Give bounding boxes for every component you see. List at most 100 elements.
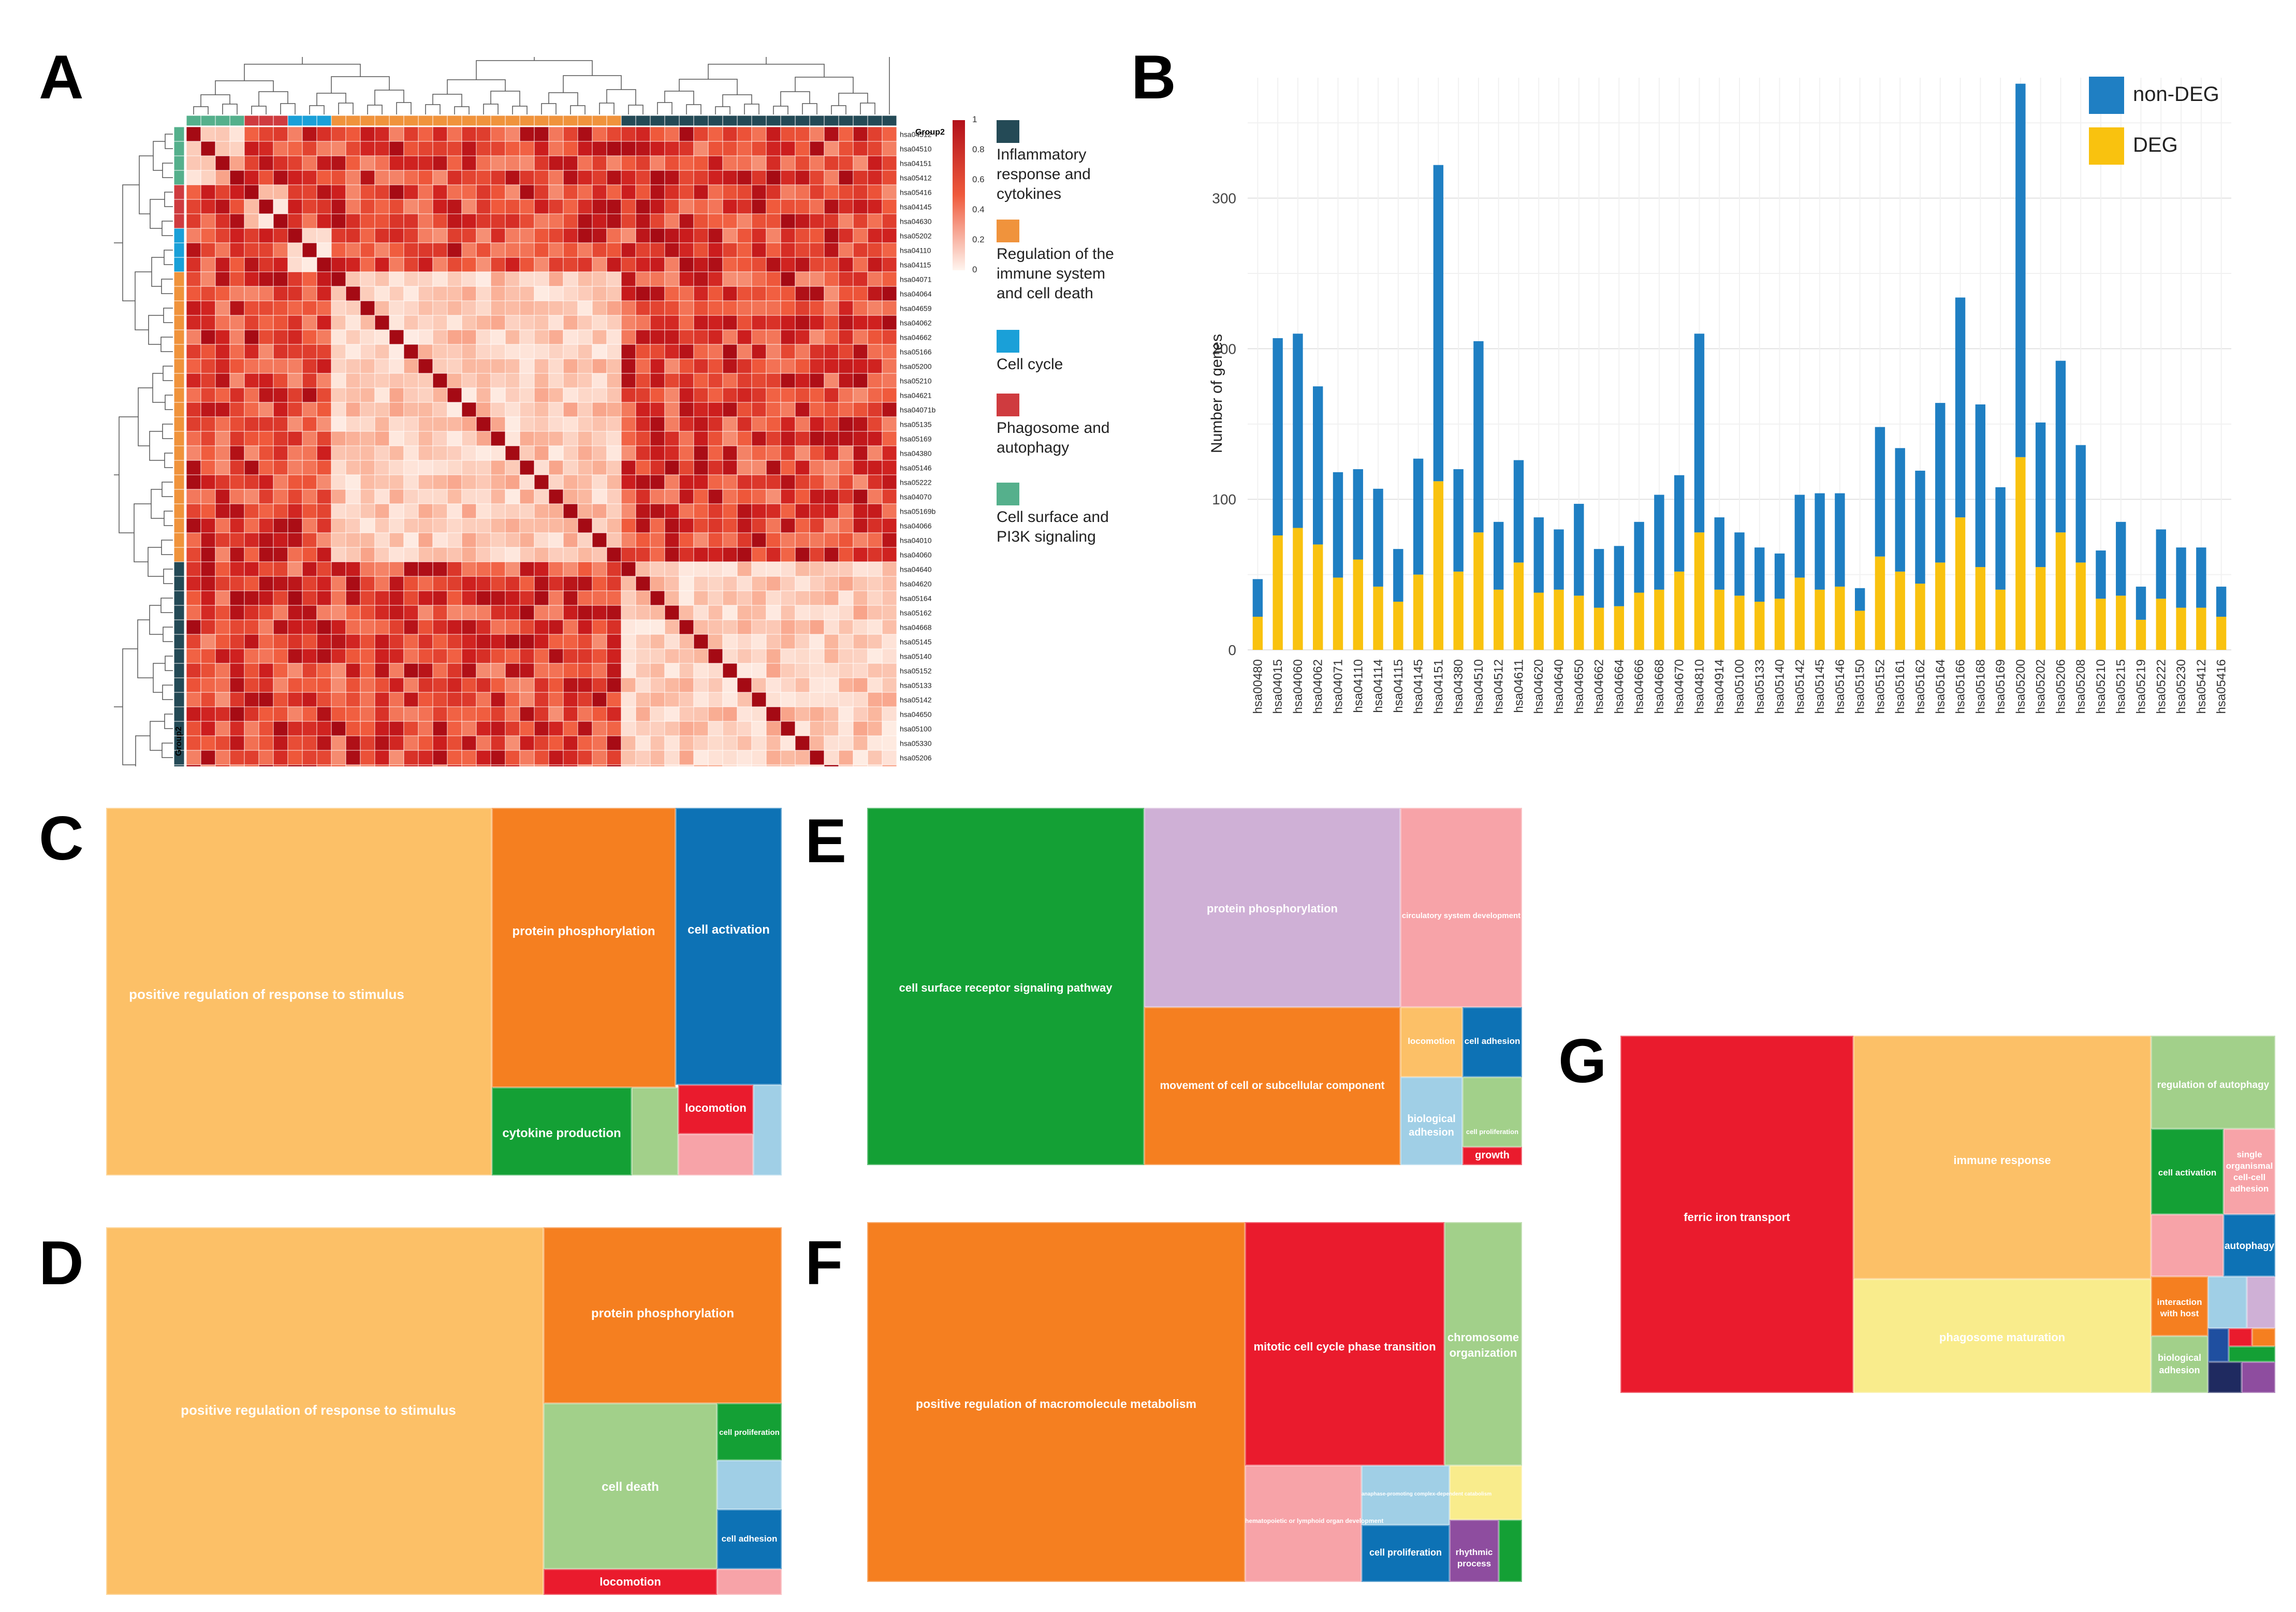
heatmap-cell xyxy=(432,590,448,606)
heatmap-cell xyxy=(635,764,651,766)
dendrogram-branch xyxy=(512,106,528,114)
heatmap-cell xyxy=(766,141,781,156)
heatmap-cell xyxy=(418,445,433,461)
heatmap-cell xyxy=(838,706,854,722)
heatmap-cell xyxy=(722,358,738,374)
row-label: hsa04010 xyxy=(900,536,932,545)
heatmap-cell xyxy=(621,721,636,736)
heatmap-cell xyxy=(418,474,433,490)
heatmap-cell xyxy=(519,126,535,142)
heatmap-cell xyxy=(505,242,520,258)
heatmap-cell xyxy=(186,474,201,490)
heatmap-cell xyxy=(838,489,854,504)
heatmap-cell xyxy=(374,199,390,214)
heatmap-cell xyxy=(389,373,404,388)
heatmap-cell xyxy=(722,663,738,678)
heatmap-cell xyxy=(606,402,622,417)
heatmap-cell xyxy=(635,184,651,200)
heatmap-cell xyxy=(200,300,216,316)
heatmap-cell xyxy=(592,242,607,258)
bar-deg xyxy=(1815,589,1825,650)
heatmap-cell xyxy=(273,329,288,345)
heatmap-cell xyxy=(331,126,346,142)
heatmap-cell xyxy=(345,590,361,606)
heatmap-cell xyxy=(273,677,288,693)
heatmap-cell xyxy=(490,184,506,200)
bar-deg xyxy=(2075,562,2086,650)
heatmap-cell xyxy=(273,764,288,766)
heatmap-cell xyxy=(287,271,303,287)
heatmap-cell xyxy=(360,634,375,649)
heatmap-cell xyxy=(476,532,491,548)
row-label: hsa05206 xyxy=(900,754,932,762)
heatmap-cell xyxy=(780,155,796,171)
heatmap-cell xyxy=(287,619,303,635)
heatmap-cell xyxy=(229,576,245,591)
heatmap-cell xyxy=(882,445,897,461)
heatmap-cell xyxy=(664,634,680,649)
heatmap-cell xyxy=(795,344,810,359)
heatmap-cell xyxy=(186,358,201,374)
heatmap-cell xyxy=(722,605,738,620)
x-tick-label: hsa04062 xyxy=(1311,659,1325,714)
heatmap-cell xyxy=(229,416,245,432)
heatmap-cell xyxy=(606,213,622,229)
heatmap-cell xyxy=(418,402,433,417)
heatmap-cell xyxy=(403,329,419,345)
heatmap-cell xyxy=(853,387,868,403)
scale-tick: 0.6 xyxy=(972,175,985,184)
heatmap-cell xyxy=(548,402,564,417)
group-cell xyxy=(173,489,185,504)
heatmap-cell xyxy=(722,402,738,417)
bar-deg xyxy=(1634,592,1644,650)
heatmap-cell xyxy=(737,735,752,751)
heatmap-cell xyxy=(519,402,535,417)
heatmap-cell xyxy=(563,590,578,606)
heatmap-cells xyxy=(186,126,897,766)
heatmap-cell xyxy=(824,576,839,591)
heatmap-cell xyxy=(316,402,332,417)
bar-deg xyxy=(1774,599,1785,650)
heatmap-cell xyxy=(751,634,767,649)
heatmap-cell xyxy=(737,518,752,533)
heatmap-cell xyxy=(563,242,578,258)
heatmap-cell xyxy=(229,605,245,620)
heatmap-cell xyxy=(780,590,796,606)
heatmap-cell xyxy=(824,663,839,678)
heatmap-cell xyxy=(708,692,723,707)
legend-line: immune system xyxy=(997,265,1106,282)
treemap-e: cell surface receptor signaling pathway … xyxy=(867,808,1522,1165)
heatmap-cell xyxy=(838,619,854,635)
group-cell xyxy=(173,692,185,707)
heatmap-cell xyxy=(345,619,361,635)
heatmap-cell xyxy=(505,213,520,229)
heatmap-cell xyxy=(606,170,622,185)
row-label: hsa04110 xyxy=(900,246,931,255)
heatmap-cell xyxy=(664,373,680,388)
heatmap-cell xyxy=(824,271,839,287)
heatmap-cell xyxy=(853,605,868,620)
heatmap-cell xyxy=(476,126,491,142)
heatmap-cell xyxy=(461,721,477,736)
heatmap-cell xyxy=(824,257,839,272)
heatmap-cell xyxy=(447,619,462,635)
heatmap-cell xyxy=(751,329,767,345)
heatmap-cell xyxy=(592,576,607,591)
heatmap-cell xyxy=(635,532,651,548)
treemap-c: positive regulation of response to stimu… xyxy=(106,808,782,1175)
heatmap-cell xyxy=(534,532,549,548)
heatmap-cell xyxy=(722,126,738,142)
heatmap-cell xyxy=(461,750,477,765)
heatmap-cell xyxy=(360,199,375,214)
heatmap-cell xyxy=(229,358,245,374)
row-label: hsa04668 xyxy=(900,623,932,632)
heatmap-cell xyxy=(505,460,520,475)
heatmap-cell xyxy=(606,315,622,330)
heatmap-cell xyxy=(882,416,897,432)
heatmap-cell xyxy=(403,764,419,766)
heatmap-cell xyxy=(853,141,868,156)
heatmap-cell xyxy=(737,170,752,185)
heatmap-cell xyxy=(664,619,680,635)
heatmap-cell xyxy=(302,561,317,577)
heatmap-cell xyxy=(302,547,317,562)
